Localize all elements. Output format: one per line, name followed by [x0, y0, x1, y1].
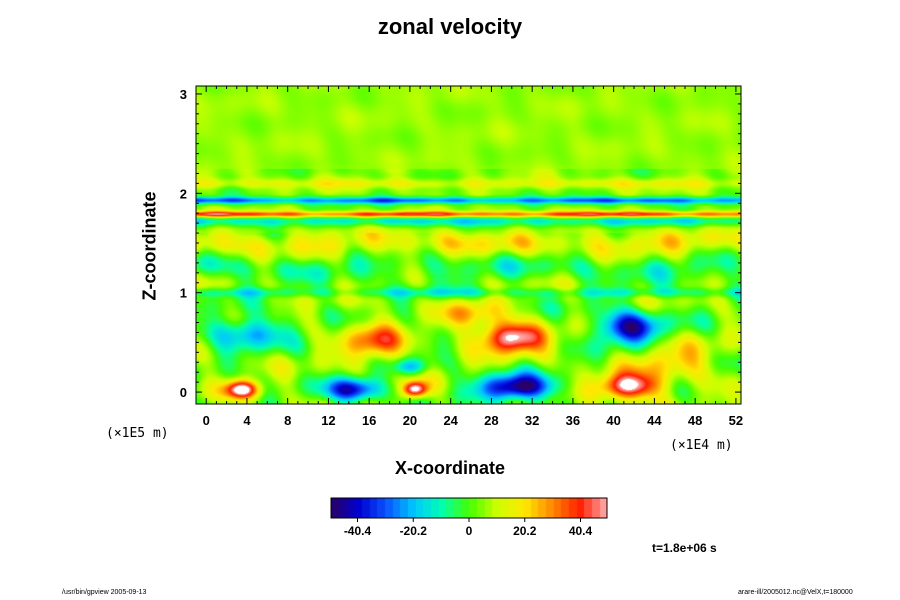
- x-axis-ticks: 0 4 8 12 16 20 24 28 32 36 40 44 48 52: [203, 86, 743, 428]
- x-axis-label: X-coordinate: [394, 458, 505, 478]
- y-axis-ticks: 0 1 2 3: [180, 87, 741, 400]
- x-tick-label: 20: [403, 413, 417, 428]
- colorbar: [331, 498, 607, 518]
- x-tick-label: 4: [243, 413, 251, 428]
- colorbar-ticks: -40.4 -20.2 0 20.2 40.4: [344, 518, 593, 538]
- y-axis-unit: (×1E5 m): [106, 426, 169, 441]
- chart-title: zonal velocity: [377, 14, 523, 39]
- colorbar-tick-label: -40.4: [344, 524, 372, 538]
- y-tick-label: 3: [180, 87, 187, 102]
- x-tick-label: 44: [647, 413, 662, 428]
- x-tick-label: 48: [688, 413, 702, 428]
- plot-frame: [195, 85, 742, 405]
- colorbar-tick-label: 20.2: [513, 524, 537, 538]
- heatmap-field: [196, 86, 741, 404]
- x-tick-label: 0: [203, 413, 210, 428]
- colorbar-tick-label: 0: [466, 524, 473, 538]
- time-label: t=1.8e+06 s: [652, 541, 717, 555]
- x-tick-label: 8: [284, 413, 291, 428]
- y-tick-label: 1: [180, 286, 187, 301]
- colorbar-tick-label: 40.4: [569, 524, 593, 538]
- y-axis-label: Z-coordinate: [139, 191, 160, 301]
- footer-left-note: /usr/bin/gpview 2005-09-13: [62, 589, 147, 596]
- colorbar-tick-label: -20.2: [400, 524, 428, 538]
- x-tick-label: 52: [729, 413, 743, 428]
- footer-right-note: arare-ill/2005012.nc@VelX,t=180000: [738, 589, 853, 596]
- x-axis-unit: (×1E4 m): [670, 438, 733, 453]
- x-tick-label: 32: [525, 413, 539, 428]
- y-tick-label: 0: [180, 385, 187, 400]
- y-tick-label: 2: [180, 186, 187, 201]
- x-tick-label: 28: [484, 413, 498, 428]
- x-tick-label: 40: [606, 413, 620, 428]
- x-tick-label: 36: [566, 413, 580, 428]
- x-tick-label: 24: [443, 413, 458, 428]
- x-tick-label: 16: [362, 413, 376, 428]
- x-tick-label: 12: [321, 413, 335, 428]
